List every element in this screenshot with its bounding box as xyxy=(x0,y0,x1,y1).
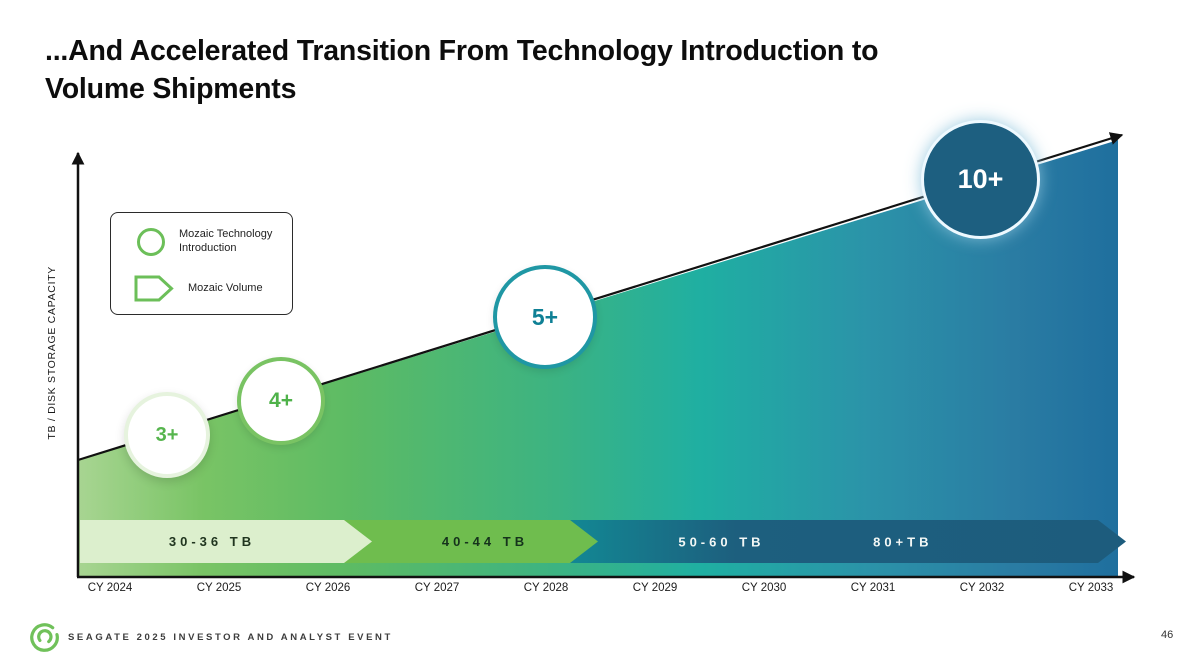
milestone-label-10plus: 10+ xyxy=(957,164,1004,194)
x-tick-cy2029: CY 2029 xyxy=(632,582,678,594)
x-tick-cy2025: CY 2025 xyxy=(196,582,242,594)
band-label-30-36tb: 30-36 TB xyxy=(168,534,256,549)
x-tick-cy2024: CY 2024 xyxy=(87,582,133,594)
page-title-line1: ...And Accelerated Transition From Techn… xyxy=(45,35,879,67)
milestone-circle-10plus: 10+ xyxy=(921,120,1040,239)
x-tick-cy2027: CY 2027 xyxy=(414,582,460,594)
page-number: 46 xyxy=(1161,629,1174,641)
band-label-80plus-tb: 80+TB xyxy=(873,534,933,549)
x-tick-cy2026: CY 2026 xyxy=(305,582,351,594)
arrow-outline-icon xyxy=(134,275,174,302)
band-label-50-60tb: 50-60 TB xyxy=(678,534,765,549)
x-tick-cy2028: CY 2028 xyxy=(523,582,569,594)
page-title: ...And Accelerated Transition From Techn… xyxy=(45,33,879,109)
band-label-40-44tb: 40-44 TB xyxy=(441,534,529,549)
band-30-36tb: 30-36 TB xyxy=(80,520,372,563)
milestone-label-3plus: 3+ xyxy=(155,423,179,446)
footer-event-label: SEAGATE 2025 INVESTOR AND ANALYST EVENT xyxy=(68,632,393,643)
milestone-label-4plus: 4+ xyxy=(269,389,293,412)
x-tick-cy2033: CY 2033 xyxy=(1068,582,1114,594)
legend-box: Mozaic Technology Introduction Mozaic Vo… xyxy=(110,212,293,315)
y-axis-label: TB / DISK STORAGE CAPACITY xyxy=(46,266,58,440)
legend-item-volume: Mozaic Volume xyxy=(134,275,296,302)
page-title-line2: Volume Shipments xyxy=(45,72,297,105)
x-tick-cy2031: CY 2031 xyxy=(850,582,896,594)
milestone-circle-4plus: 4+ xyxy=(237,357,325,445)
legend-label: Mozaic Technology Introduction xyxy=(179,228,273,254)
legend-label: Mozaic Volume xyxy=(188,281,263,294)
x-tick-cy2032: CY 2032 xyxy=(959,582,1005,594)
x-tick-cy2030: CY 2030 xyxy=(741,582,787,594)
seagate-logo-icon xyxy=(30,623,59,652)
legend-item-technology-introduction: Mozaic Technology Introduction xyxy=(137,228,287,256)
milestone-circle-3plus: 3+ xyxy=(124,392,210,478)
band-40-44tb: 40-44 TB xyxy=(338,520,598,563)
milestone-label-5plus: 5+ xyxy=(531,303,559,330)
band-50-60-and-80plus-tb: 50-60 TB 80+TB xyxy=(568,520,1126,563)
circle-outline-icon xyxy=(137,228,165,256)
milestone-circle-5plus: 5+ xyxy=(493,265,597,369)
